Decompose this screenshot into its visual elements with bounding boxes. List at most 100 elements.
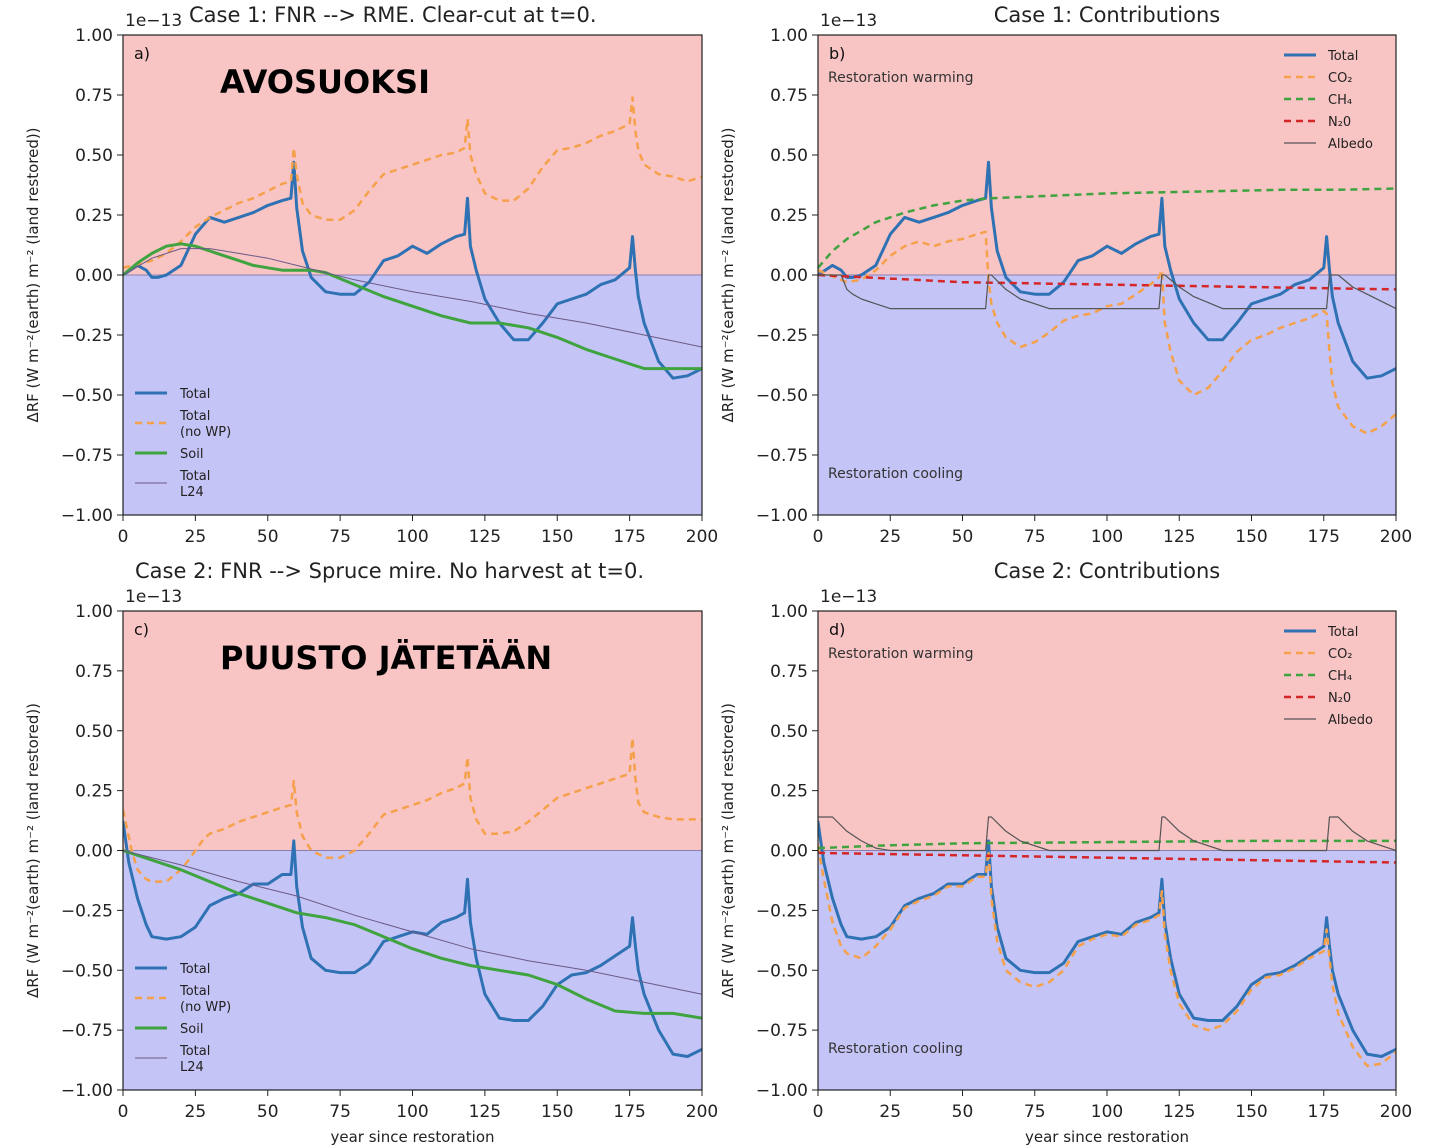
legend: Total CO₂ CH₄ N₂0 Albedo xyxy=(1284,625,1373,728)
x-tick-label: 50 xyxy=(952,527,974,547)
series-line-2 xyxy=(818,187,1396,269)
series-line-3 xyxy=(818,273,1396,291)
x-tick-label: 175 xyxy=(613,1102,645,1122)
y-tick-label: −0.25 xyxy=(61,326,113,346)
warming-annotation: Restoration warming xyxy=(828,646,974,662)
x-tick-label: 150 xyxy=(1235,1102,1267,1122)
y-tick-label: −1.00 xyxy=(61,1081,113,1101)
y-offset-label: 1e−13 xyxy=(820,11,877,31)
y-tick-label: 1.00 xyxy=(75,26,113,46)
panel-letter: a) xyxy=(134,44,150,63)
series-line-1 xyxy=(818,845,1396,1068)
x-tick-label: 25 xyxy=(185,527,207,547)
y-tick-label: 0.50 xyxy=(75,146,113,166)
panel-letter: b) xyxy=(829,44,845,63)
legend-label: L24 xyxy=(180,485,204,500)
legend-label: (no WP) xyxy=(180,425,231,440)
overlay-label: PUUSTO JÄTETÄÄN xyxy=(220,639,552,677)
legend-label: CH₄ xyxy=(1328,93,1352,108)
y-tick-label: −0.25 xyxy=(61,901,113,921)
y-tick-label: −1.00 xyxy=(61,506,113,526)
panel-letter: c) xyxy=(134,620,149,639)
x-tick-label: 125 xyxy=(1163,1102,1195,1122)
x-tick-label: 75 xyxy=(329,527,351,547)
x-tick-label: 175 xyxy=(1308,1102,1340,1122)
y-offset-label: 1e−13 xyxy=(125,587,182,607)
series-line-1 xyxy=(123,736,702,883)
series-group xyxy=(818,816,1396,1068)
x-tick-label: 150 xyxy=(541,527,573,547)
y-tick-label: −0.50 xyxy=(61,386,113,406)
y-tick-label: 0.50 xyxy=(770,722,808,742)
warming-annotation: Restoration warming xyxy=(828,70,974,86)
y-tick-label: 0.75 xyxy=(75,86,113,106)
panel-letter: d) xyxy=(829,620,845,639)
x-tick-label: 150 xyxy=(1235,527,1267,547)
series-line-0 xyxy=(818,820,1396,1058)
series-line-3 xyxy=(123,850,702,995)
series-line-2 xyxy=(123,849,702,1020)
x-tick-label: 0 xyxy=(118,527,129,547)
series-line-1 xyxy=(123,96,702,270)
x-tick-label: 200 xyxy=(686,1102,718,1122)
legend-label: Soil xyxy=(180,447,203,462)
x-tick-label: 100 xyxy=(396,1102,428,1122)
legend-label: Total xyxy=(179,1044,210,1059)
y-axis-label: ΔRF (W m⁻²(earth) m⁻² (land restored)) xyxy=(24,703,42,998)
panel-title: Case 1: FNR --> RME. Clear-cut at t=0. xyxy=(189,3,597,27)
x-tick-label: 50 xyxy=(952,1102,974,1122)
cooling-band xyxy=(123,275,702,515)
series-group xyxy=(123,96,702,380)
y-tick-label: −0.50 xyxy=(756,386,808,406)
x-tick-label: 125 xyxy=(1163,527,1195,547)
x-tick-label: 200 xyxy=(1380,1102,1412,1122)
x-tick-label: 175 xyxy=(613,527,645,547)
x-tick-label: 50 xyxy=(257,1102,279,1122)
y-tick-label: 1.00 xyxy=(75,602,113,622)
legend-label: Total xyxy=(179,962,210,977)
legend-label: Total xyxy=(1327,49,1358,64)
series-line-4 xyxy=(818,816,1396,852)
x-tick-label: 75 xyxy=(1024,1102,1046,1122)
x-tick-label: 150 xyxy=(541,1102,573,1122)
series-line-0 xyxy=(123,160,702,380)
y-tick-label: −0.75 xyxy=(756,1021,808,1041)
y-axis-label: ΔRF (W m⁻²(earth) m⁻² (land restored)) xyxy=(719,127,737,422)
y-tick-label: 0.75 xyxy=(770,86,808,106)
x-tick-label: 75 xyxy=(329,1102,351,1122)
x-tick-label: 125 xyxy=(469,1102,501,1122)
cooling-annotation: Restoration cooling xyxy=(828,466,963,482)
y-tick-label: −0.75 xyxy=(61,446,113,466)
series-line-3 xyxy=(818,851,1396,864)
x-tick-label: 100 xyxy=(1091,1102,1123,1122)
y-offset-label: 1e−13 xyxy=(820,587,877,607)
series-line-3 xyxy=(123,248,702,348)
y-tick-label: 0.25 xyxy=(770,782,808,802)
y-tick-label: 0.25 xyxy=(75,206,113,226)
y-tick-label: 0.25 xyxy=(770,206,808,226)
panel-title: Case 2: FNR --> Spruce mire. No harvest … xyxy=(135,559,644,583)
y-tick-label: 0.75 xyxy=(770,662,808,682)
legend-label: N₂0 xyxy=(1328,691,1351,706)
y-tick-label: 0.50 xyxy=(770,146,808,166)
x-tick-label: 200 xyxy=(686,527,718,547)
y-offset-label: 1e−13 xyxy=(125,11,182,31)
y-tick-label: −0.25 xyxy=(756,326,808,346)
y-tick-label: 1.00 xyxy=(770,602,808,622)
y-tick-label: 0.75 xyxy=(75,662,113,682)
series-line-0 xyxy=(818,160,1396,380)
legend-label: Albedo xyxy=(1328,137,1373,152)
legend-label: Total xyxy=(179,469,210,484)
chart-panel-b: 0 25 50 75 100 125 150 175 200 1.00 0.75 0.50 0.25 0.… xyxy=(719,3,1412,547)
x-tick-label: 0 xyxy=(118,1102,129,1122)
cooling-band xyxy=(123,850,702,1090)
y-tick-label: −0.75 xyxy=(61,1021,113,1041)
x-tick-label: 125 xyxy=(469,527,501,547)
legend-label: Total xyxy=(179,409,210,424)
x-tick-label: 100 xyxy=(1091,527,1123,547)
overlay-label: AVOSUOKSI xyxy=(220,63,430,101)
legend-label: Soil xyxy=(180,1022,203,1037)
y-tick-label: 0.00 xyxy=(75,842,113,862)
